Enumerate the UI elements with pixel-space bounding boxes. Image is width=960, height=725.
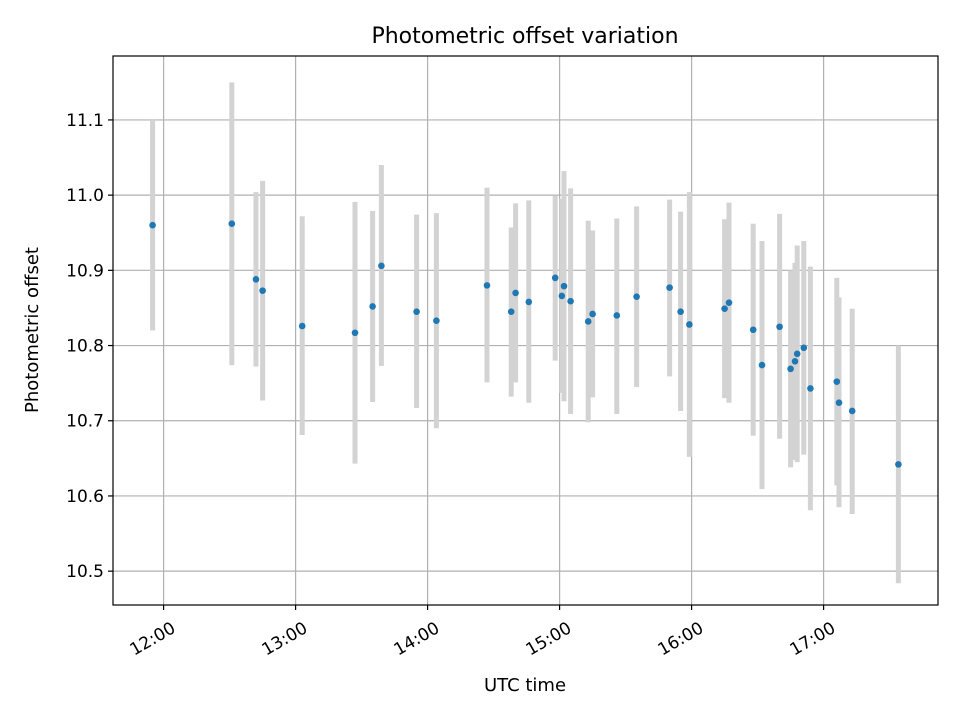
- data-point: [686, 321, 693, 328]
- data-point: [666, 284, 673, 291]
- data-point: [677, 308, 684, 315]
- y-tick-label: 10.6: [66, 487, 104, 507]
- data-point: [507, 308, 515, 315]
- data-point: [351, 329, 359, 337]
- data-point: [721, 305, 728, 312]
- data-point: [483, 282, 491, 289]
- data-point: [835, 399, 843, 406]
- data-point: [584, 318, 592, 325]
- data-point: [589, 310, 596, 318]
- data-point: [749, 326, 757, 334]
- data-point: [298, 322, 306, 330]
- data-point: [259, 287, 266, 294]
- plot-frame: [112, 55, 939, 606]
- data-point: [378, 262, 385, 270]
- point-layer: [149, 220, 902, 468]
- data-point: [369, 303, 376, 310]
- y-tick-label: 10.5: [66, 562, 104, 582]
- data-point: [758, 361, 766, 369]
- chart-title: Photometric offset variation: [371, 24, 678, 49]
- y-tick-label: 11.1: [66, 111, 104, 131]
- data-point: [800, 344, 808, 352]
- y-axis-label: Photometric offset: [22, 247, 43, 413]
- y-axis: 10.5 10.6 10.7 10.8 10.9 11.0 11.1: [66, 111, 113, 582]
- data-point: [252, 276, 260, 283]
- data-point: [560, 282, 568, 290]
- data-point: [807, 385, 814, 392]
- data-point: [791, 358, 799, 365]
- data-point: [525, 298, 533, 306]
- data-point: [633, 293, 640, 300]
- y-tick-label: 10.8: [66, 337, 104, 357]
- x-axis-label: UTC time: [484, 675, 566, 696]
- data-point: [895, 461, 902, 468]
- data-point: [551, 274, 559, 282]
- data-point: [567, 297, 574, 305]
- data-point: [787, 365, 794, 373]
- y-tick-label: 11.0: [66, 186, 104, 206]
- data-point: [149, 221, 156, 229]
- data-point: [776, 323, 783, 331]
- data-point: [413, 308, 420, 315]
- data-point: [793, 350, 801, 358]
- data-point: [228, 220, 236, 228]
- data-point: [833, 378, 841, 385]
- data-point: [433, 317, 440, 325]
- data-point: [725, 299, 733, 306]
- data-point: [848, 407, 856, 415]
- data-point: [512, 289, 519, 297]
- y-tick-label: 10.9: [66, 261, 104, 281]
- data-point: [613, 312, 621, 319]
- data-point: [558, 292, 566, 300]
- y-tick-label: 10.7: [66, 412, 104, 432]
